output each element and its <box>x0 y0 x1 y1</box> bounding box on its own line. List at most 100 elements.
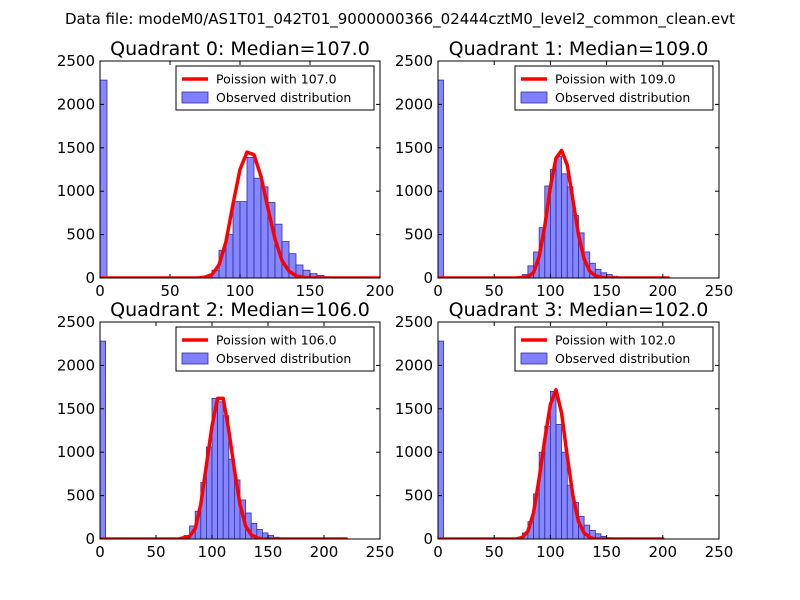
subplot-0: 0 50 100 150 20005001000150020002500Quadrant… <box>57 38 395 300</box>
y-tick-label: 1500 <box>395 400 433 418</box>
x-tick-label: 250 <box>705 543 734 561</box>
legend: Poission with 109.0 Observed distribution <box>514 65 714 111</box>
x-tick-label: 50 <box>485 543 504 561</box>
subplot-title: Quadrant 3: Median=102.0 <box>449 299 709 321</box>
poisson-line <box>438 148 671 278</box>
legend-line-label: Poission with 107.0 <box>216 72 337 87</box>
poisson-line <box>100 396 349 539</box>
y-tick-label: 1000 <box>395 443 433 461</box>
subplot-title: Quadrant 1: Median=109.0 <box>449 38 709 60</box>
x-tick-label: 100 <box>198 543 227 561</box>
subplot-3: 0 50 100 150 200 25005001000150020002500Quadr… <box>395 299 734 561</box>
legend-hist-label: Observed distribution <box>216 90 351 105</box>
histogram-bar <box>438 79 445 278</box>
x-tick-label: 150 <box>592 543 621 561</box>
y-tick-label: 1500 <box>395 139 433 157</box>
plot-area <box>438 340 665 539</box>
histogram-bar <box>555 156 563 278</box>
x-tick-label: 200 <box>648 282 677 300</box>
x-tick-label: 150 <box>296 282 325 300</box>
legend-box <box>514 326 714 372</box>
x-tick-label: 50 <box>160 282 179 300</box>
y-tick-label: 2500 <box>57 313 95 331</box>
y-tick-label: 1000 <box>57 443 95 461</box>
x-tick-label: 200 <box>648 543 677 561</box>
histogram-bar <box>100 79 108 278</box>
x-tick-label: 150 <box>254 543 283 561</box>
axes-frame <box>437 60 720 279</box>
y-tick-label: 2500 <box>57 52 95 70</box>
y-tick-label: 1000 <box>395 182 433 200</box>
y-tick-label: 0 <box>85 269 95 287</box>
x-tick-label: 250 <box>705 282 734 300</box>
legend-box <box>175 65 375 111</box>
y-tick-label: 0 <box>423 269 433 287</box>
y-tick-label: 500 <box>66 487 95 505</box>
legend-hist-label: Observed distribution <box>216 351 351 366</box>
y-tick-label: 2500 <box>395 52 433 70</box>
y-tick-label: 500 <box>66 226 95 244</box>
y-tick-label: 500 <box>404 487 433 505</box>
legend: Poission with 102.0 Observed distribution <box>514 326 714 372</box>
y-tick-label: 1500 <box>57 139 95 157</box>
x-tick-label: 150 <box>592 282 621 300</box>
histogram-bar <box>217 401 224 539</box>
y-tick-label: 0 <box>423 530 433 548</box>
legend-hist-swatch <box>181 91 209 104</box>
histogram-bar <box>232 201 241 278</box>
x-tick-label: 100 <box>226 282 255 300</box>
histogram-bar <box>561 451 568 539</box>
subplot-title: Quadrant 2: Median=106.0 <box>110 299 370 321</box>
x-tick-label: 100 <box>536 543 565 561</box>
legend: Poission with 107.0 Observed distribution <box>175 65 375 111</box>
histogram-bar <box>561 173 568 278</box>
x-tick-label: 0 <box>433 543 443 561</box>
x-tick-label: 50 <box>485 282 504 300</box>
poisson-line <box>100 150 380 278</box>
y-tick-label: 2500 <box>395 313 433 331</box>
figure-title: Data file: modeM0/AS1T01_042T01_90000003… <box>65 10 735 29</box>
histogram-bar <box>550 391 557 539</box>
plot-area <box>100 340 349 539</box>
x-tick-label: 250 <box>366 543 395 561</box>
legend-line-label: Poission with 102.0 <box>555 333 676 348</box>
legend-box <box>175 326 375 372</box>
y-tick-label: 2000 <box>57 356 95 374</box>
x-tick-label: 200 <box>310 543 339 561</box>
histogram-bar <box>253 177 262 278</box>
legend: Poission with 106.0 Observed distribution <box>175 326 375 372</box>
poisson-line <box>438 387 665 539</box>
subplot-2: 0 50 100 150 200 25005001000150020002500Quadr… <box>57 299 395 561</box>
subplot-title: Quadrant 0: Median=107.0 <box>110 38 370 60</box>
y-tick-label: 1000 <box>57 182 95 200</box>
histogram-bar <box>100 340 106 539</box>
y-tick-label: 2000 <box>57 95 95 113</box>
legend-hist-swatch <box>520 91 548 104</box>
y-tick-label: 2000 <box>395 356 433 374</box>
plot-area <box>438 79 671 278</box>
y-tick-label: 1500 <box>57 400 95 418</box>
legend-hist-swatch <box>181 352 209 365</box>
legend-box <box>514 65 714 111</box>
x-tick-label: 0 <box>95 543 105 561</box>
subplot-1: 0 50 100 150 200 25005001000150020002500Quadr… <box>395 38 734 300</box>
legend-line-label: Poission with 106.0 <box>216 333 337 348</box>
histogram-bar <box>438 340 445 539</box>
histogram-bar <box>239 201 248 278</box>
axes-frame <box>437 321 720 540</box>
legend-line-label: Poission with 109.0 <box>555 72 676 87</box>
histogram-bar <box>555 424 563 539</box>
x-tick-label: 200 <box>366 282 395 300</box>
y-tick-label: 0 <box>85 530 95 548</box>
y-tick-label: 2000 <box>395 95 433 113</box>
x-tick-label: 0 <box>95 282 105 300</box>
y-tick-label: 500 <box>404 226 433 244</box>
legend-hist-label: Observed distribution <box>555 90 690 105</box>
axes-frame <box>99 321 381 540</box>
legend-hist-label: Observed distribution <box>555 351 690 366</box>
x-tick-label: 0 <box>433 282 443 300</box>
x-tick-label: 50 <box>146 543 165 561</box>
histogram-bar <box>246 156 255 278</box>
legend-hist-swatch <box>520 352 548 365</box>
